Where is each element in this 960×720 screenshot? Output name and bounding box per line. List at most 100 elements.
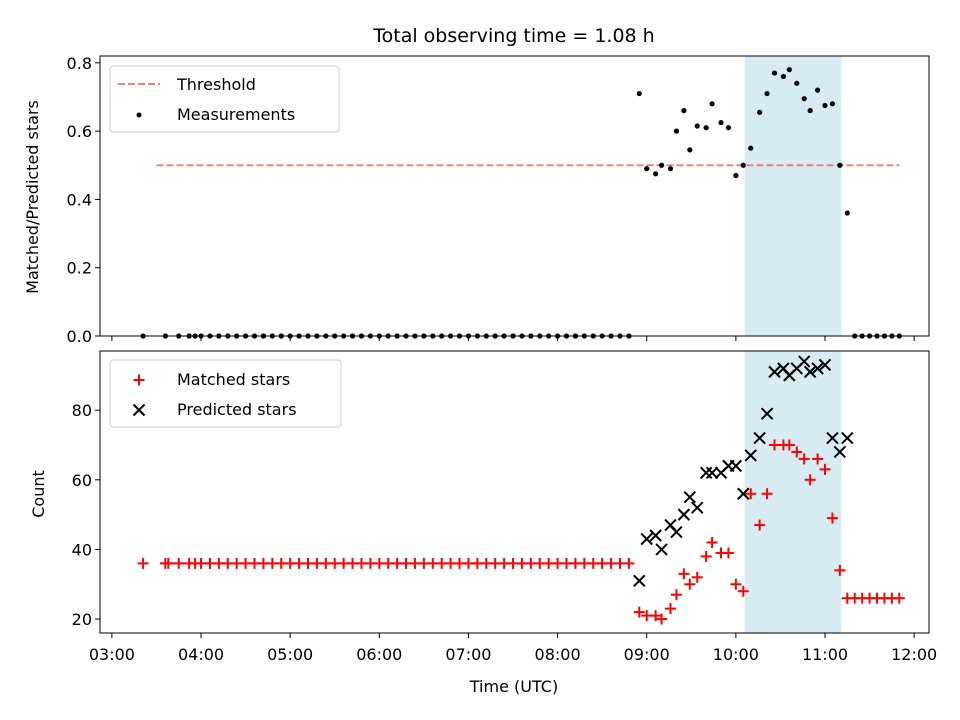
xtick-label: 06:00 (356, 645, 402, 664)
matched-star-point (633, 606, 645, 618)
predicted-star-point (705, 466, 719, 480)
predicted-star-point (811, 362, 824, 375)
measurement-point (786, 67, 792, 73)
predicted-star-point (797, 355, 811, 368)
predicted-star-point (833, 445, 847, 459)
top-ytick-label: 0.0 (67, 327, 92, 346)
measurement-point (667, 166, 674, 172)
predicted-star-point (803, 365, 817, 379)
bottom-x-axis: 03:00 04:00 05:00 06:00 07:00 08:00 09:00 10:00… (89, 633, 937, 664)
predicted-star-point (655, 543, 668, 556)
matched-star-point (664, 603, 676, 615)
predicted-star-point (753, 431, 766, 445)
matched-legend-swatch (133, 374, 145, 386)
predicted-star-point (818, 358, 832, 372)
measurement-point (764, 90, 770, 97)
top-highlight-band (744, 56, 842, 336)
measurement-point (844, 210, 850, 216)
predicted-star-point (677, 508, 691, 521)
measurement-point (673, 128, 680, 134)
top-ytick-label: 0.8 (67, 54, 92, 73)
matched-star-point (834, 564, 846, 576)
top-ytick-label: 0.6 (67, 122, 92, 141)
measurement-point (709, 101, 715, 107)
bottom-ytick-label: 40 (72, 540, 92, 559)
predicted-star-point (737, 487, 750, 500)
matched-star-point (173, 557, 185, 569)
predicted-legend-label: Predicted stars (177, 400, 297, 419)
predicted-star-point (768, 365, 781, 379)
measurement-point (703, 125, 709, 131)
predicted-legend-marker (132, 403, 146, 417)
xtick-label: 05:00 (267, 645, 313, 664)
top-legend: Threshold Measurements (109, 65, 340, 133)
measurements-legend-swatch (136, 112, 142, 118)
predicted-star-point (691, 501, 704, 514)
predicted-legend-swatch (132, 403, 146, 417)
predicted-star-point (744, 449, 757, 462)
matched-star-point (804, 474, 816, 486)
matched-star-point (162, 557, 174, 569)
bottom-legend: Matched stars Predicted stars (109, 359, 342, 428)
measurement-point (725, 125, 732, 131)
xtick-label: 04:00 (178, 645, 224, 664)
top-x-ticks (111, 336, 915, 341)
predicted-stars-points (633, 355, 854, 587)
xtick-label: 10:00 (713, 645, 759, 664)
matched-star-point (691, 571, 703, 583)
measurement-point (740, 162, 746, 168)
matched-legend-label: Matched stars (177, 370, 290, 389)
predicted-star-point (699, 466, 713, 480)
measurement-point (653, 171, 659, 177)
predicted-star-point (683, 491, 697, 504)
matched-star-point (893, 592, 905, 604)
measurement-point (694, 123, 700, 129)
measurement-point (748, 145, 754, 151)
matched-star-point (783, 439, 795, 451)
measurement-point (794, 80, 800, 86)
bottom-ytick-label: 60 (72, 471, 92, 490)
measurement-point (757, 109, 763, 115)
predicted-star-point (670, 525, 683, 539)
measurement-point (801, 96, 807, 102)
x-axis-label: Time (UTC) (469, 677, 558, 696)
xtick-label: 03:00 (89, 645, 135, 664)
top-axes-frame (99, 55, 930, 337)
bottom-highlight-band (744, 351, 842, 633)
predicted-star-point (649, 529, 662, 542)
measurement-point (837, 162, 843, 168)
matched-star-point (684, 578, 696, 590)
matched-stars-points (137, 439, 905, 625)
measurement-point (681, 108, 687, 114)
threshold-legend-label: Threshold (176, 75, 256, 94)
matched-star-point (819, 463, 831, 475)
bottom-ytick-label: 20 (72, 610, 92, 629)
bottom-ytick-label: 80 (72, 401, 92, 420)
measurement-point (658, 162, 665, 168)
top-y-axis: 0.0 0.2 0.4 0.6 0.8 (67, 54, 100, 346)
predicted-star-point (633, 574, 646, 587)
matched-star-point (706, 536, 718, 548)
top-panel: 0.00.20.40.60.8 Matched/Predicted stars … (23, 54, 930, 346)
predicted-star-point (841, 431, 854, 445)
measurement-point (829, 101, 836, 107)
matched-star-point (670, 589, 682, 601)
measurement-point (771, 70, 778, 76)
xtick-label: 08:00 (535, 645, 581, 664)
measurement-point (718, 119, 724, 126)
predicted-star-point (826, 431, 839, 445)
bottom-y-axis-label: Count (29, 470, 48, 518)
measurement-point (807, 108, 813, 114)
xtick-label: 12:00 (891, 645, 937, 664)
xtick-label: 09:00 (624, 645, 670, 664)
top-chart-title: Total observing time = 1.08 h (372, 25, 654, 47)
matched-star-point (730, 578, 742, 590)
matched-star-point (812, 453, 824, 465)
xtick-label: 07:00 (445, 645, 491, 664)
bottom-legend-box (109, 359, 342, 428)
measurement-point (814, 87, 821, 93)
top-legend-box (109, 65, 340, 133)
bottom-y-axis: 20 40 60 80 (72, 401, 100, 629)
